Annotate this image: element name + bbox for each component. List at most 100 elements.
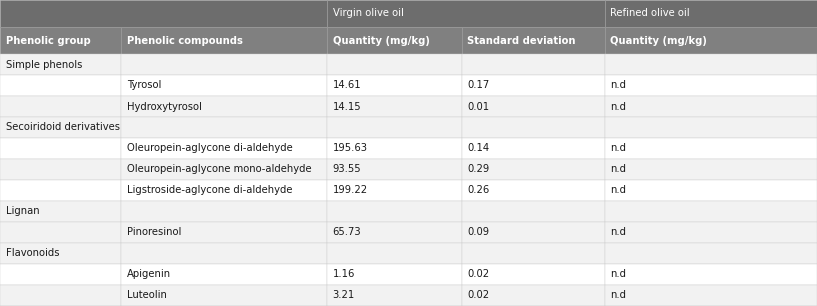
Bar	[605, 27, 817, 54]
Text: 0.29: 0.29	[467, 165, 489, 174]
Bar	[327, 243, 462, 264]
Bar	[462, 180, 605, 201]
Bar	[121, 159, 327, 180]
Bar	[605, 117, 817, 138]
Text: Phenolic group: Phenolic group	[6, 35, 91, 46]
Bar	[327, 27, 462, 54]
Bar	[605, 285, 817, 306]
Bar	[0, 96, 121, 117]
Text: n.d: n.d	[610, 165, 627, 174]
Text: 65.73: 65.73	[333, 227, 361, 237]
Bar	[327, 96, 462, 117]
Bar	[0, 27, 121, 54]
Text: Oleuropein-aglycone mono-aldehyde: Oleuropein-aglycone mono-aldehyde	[127, 165, 311, 174]
Text: n.d: n.d	[610, 144, 627, 154]
Bar	[121, 54, 327, 75]
Text: n.d: n.d	[610, 185, 627, 196]
Text: 0.09: 0.09	[467, 227, 489, 237]
Bar	[327, 159, 462, 180]
Text: 0.26: 0.26	[467, 185, 489, 196]
Text: Hydroxytyrosol: Hydroxytyrosol	[127, 102, 202, 111]
Bar	[605, 138, 817, 159]
Bar	[327, 180, 462, 201]
Bar	[462, 264, 605, 285]
Text: n.d: n.d	[610, 290, 627, 300]
Bar	[462, 27, 605, 54]
Bar	[0, 201, 121, 222]
Bar	[605, 0, 817, 27]
Text: n.d: n.d	[610, 270, 627, 279]
Text: Lignan: Lignan	[6, 207, 39, 217]
Bar	[605, 264, 817, 285]
Bar	[605, 222, 817, 243]
Bar	[0, 75, 121, 96]
Bar	[605, 201, 817, 222]
Text: n.d: n.d	[610, 227, 627, 237]
Text: Ligstroside-aglycone di-aldehyde: Ligstroside-aglycone di-aldehyde	[127, 185, 292, 196]
Bar	[605, 159, 817, 180]
Bar	[0, 180, 121, 201]
Text: Tyrosol: Tyrosol	[127, 80, 161, 91]
Bar	[462, 222, 605, 243]
Text: 0.02: 0.02	[467, 270, 489, 279]
Bar	[0, 0, 327, 27]
Text: Phenolic compounds: Phenolic compounds	[127, 35, 243, 46]
Text: 1.16: 1.16	[333, 270, 355, 279]
Text: Simple phenols: Simple phenols	[6, 59, 82, 69]
Bar	[327, 117, 462, 138]
Bar	[462, 138, 605, 159]
Bar	[327, 0, 605, 27]
Bar	[121, 117, 327, 138]
Bar	[327, 75, 462, 96]
Text: Virgin olive oil: Virgin olive oil	[333, 9, 404, 18]
Bar	[0, 222, 121, 243]
Bar	[121, 285, 327, 306]
Text: n.d: n.d	[610, 80, 627, 91]
Text: 195.63: 195.63	[333, 144, 368, 154]
Bar	[0, 117, 121, 138]
Text: Flavonoids: Flavonoids	[6, 248, 59, 259]
Bar	[605, 54, 817, 75]
Bar	[605, 75, 817, 96]
Bar	[462, 201, 605, 222]
Bar	[0, 243, 121, 264]
Text: Quantity (mg/kg): Quantity (mg/kg)	[333, 35, 430, 46]
Bar	[327, 222, 462, 243]
Text: Apigenin: Apigenin	[127, 270, 171, 279]
Bar	[121, 27, 327, 54]
Text: Oleuropein-aglycone di-aldehyde: Oleuropein-aglycone di-aldehyde	[127, 144, 292, 154]
Bar	[605, 180, 817, 201]
Text: Luteolin: Luteolin	[127, 290, 167, 300]
Bar	[605, 96, 817, 117]
Text: n.d: n.d	[610, 102, 627, 111]
Bar	[327, 54, 462, 75]
Bar	[121, 75, 327, 96]
Bar	[0, 138, 121, 159]
Bar	[462, 117, 605, 138]
Text: 0.01: 0.01	[467, 102, 489, 111]
Bar	[462, 54, 605, 75]
Bar	[462, 159, 605, 180]
Bar	[0, 54, 121, 75]
Text: 3.21: 3.21	[333, 290, 355, 300]
Bar	[121, 138, 327, 159]
Bar	[0, 264, 121, 285]
Text: 0.17: 0.17	[467, 80, 489, 91]
Bar	[121, 180, 327, 201]
Bar	[462, 75, 605, 96]
Text: Standard deviation: Standard deviation	[467, 35, 576, 46]
Bar	[121, 222, 327, 243]
Text: Secoiridoid derivatives: Secoiridoid derivatives	[6, 122, 120, 132]
Bar	[462, 243, 605, 264]
Bar	[327, 264, 462, 285]
Text: 199.22: 199.22	[333, 185, 368, 196]
Text: Quantity (mg/kg): Quantity (mg/kg)	[610, 35, 708, 46]
Bar	[0, 285, 121, 306]
Bar	[327, 285, 462, 306]
Text: 0.14: 0.14	[467, 144, 489, 154]
Bar	[121, 243, 327, 264]
Bar	[327, 138, 462, 159]
Text: 14.15: 14.15	[333, 102, 361, 111]
Bar	[605, 243, 817, 264]
Bar	[0, 159, 121, 180]
